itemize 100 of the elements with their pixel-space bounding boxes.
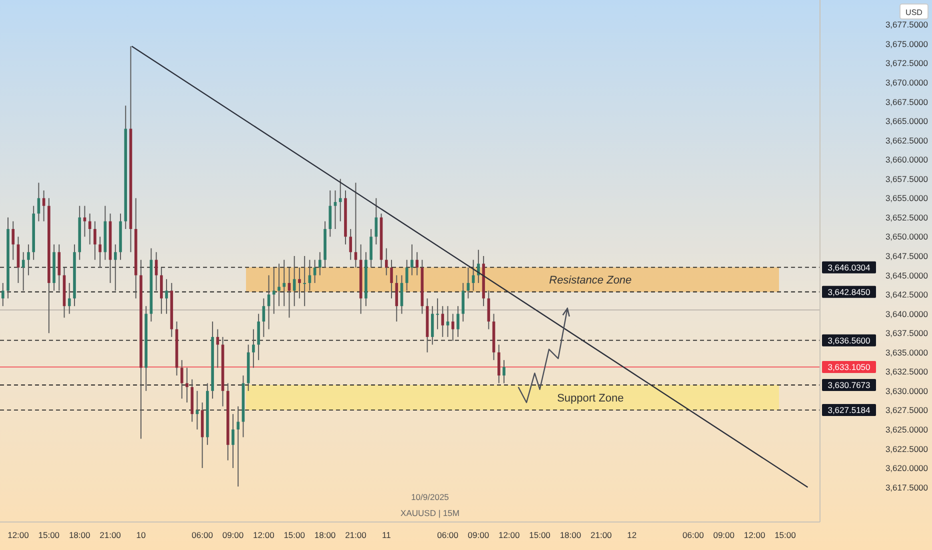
y-axis-title: USD (906, 8, 923, 17)
ref-line-label: 3,636.5600 (828, 335, 871, 346)
candlestick (252, 328, 255, 368)
candlestick (502, 360, 506, 384)
candlestick (12, 220, 15, 260)
candlestick (98, 236, 102, 268)
candlestick (1, 282, 4, 307)
candlestick (410, 244, 414, 276)
x-tick-label: 18:00 (560, 530, 582, 540)
candlestick (37, 182, 40, 222)
candlestick (313, 259, 316, 284)
candlestick (405, 259, 408, 292)
candlestick (384, 248, 388, 276)
x-tick-label: 10 (136, 530, 146, 540)
candlestick (114, 244, 117, 292)
y-tick-label: 3,640.0000 (885, 308, 928, 319)
y-tick-label: 3,635.0000 (885, 347, 928, 358)
x-tick-label: 06:00 (437, 530, 459, 540)
x-tick-label: 15:00 (774, 530, 796, 540)
candlestick (477, 249, 480, 284)
candlestick (338, 178, 342, 222)
y-tick-label: 3,660.0000 (885, 154, 928, 165)
candlestick (328, 190, 332, 238)
y-tick-label: 3,637.5000 (885, 328, 928, 338)
candlestick (236, 406, 240, 488)
ref-line-label: 3,642.8450 (828, 286, 871, 297)
candlestick (431, 306, 434, 346)
y-tick-label: 3,672.5000 (885, 58, 928, 68)
candlestick (42, 190, 46, 222)
candlestick (196, 390, 199, 430)
candlestick (349, 228, 352, 260)
candlestick (370, 228, 372, 268)
candlestick (68, 282, 71, 314)
candlestick (27, 244, 30, 276)
y-tick-label: 3,655.0000 (885, 193, 928, 204)
x-tick-label: 06:00 (682, 530, 704, 540)
candlestick (451, 313, 454, 342)
candlestick (436, 298, 439, 330)
candlestick (446, 306, 450, 338)
x-tick-label: 15:00 (38, 530, 60, 540)
y-tick-label: 3,627.5000 (885, 405, 928, 416)
x-tick-label: 15:00 (529, 530, 551, 540)
candlestick (462, 282, 464, 322)
candlestick (278, 263, 280, 307)
y-tick-label: 3,625.0000 (885, 424, 928, 434)
x-tick-label: 12:00 (8, 530, 30, 540)
candlestick (94, 220, 96, 260)
y-tick-label: 3,642.5000 (885, 290, 928, 300)
annotation: 10/9/2025 (411, 492, 450, 502)
y-tick-label: 3,620.0000 (885, 463, 928, 474)
x-tick-label: 18:00 (314, 530, 336, 540)
annotation: XAUUSD | 15M (400, 508, 460, 518)
y-tick-label: 3,650.0000 (885, 232, 928, 242)
candlestick (154, 252, 158, 292)
x-tick-label: 21:00 (345, 530, 367, 540)
candlestick (83, 205, 86, 238)
candlestick (318, 252, 322, 276)
y-tick-label: 3,652.5000 (885, 212, 928, 222)
x-tick-label: 21:00 (590, 530, 612, 540)
candlestick (334, 190, 337, 230)
candlestick (180, 360, 184, 400)
x-tick-label: 11 (382, 530, 392, 540)
candlestick (272, 267, 276, 314)
candlestick (303, 255, 306, 307)
band-label: Support Zone (557, 392, 624, 405)
x-tick-label: 06:00 (192, 530, 214, 540)
x-tick-label: 09:00 (713, 530, 735, 540)
candlestick (497, 344, 500, 384)
y-tick-label: 3,662.5000 (885, 135, 928, 146)
x-tick-label: 15:00 (284, 530, 306, 540)
y-tick-label: 3,667.5000 (885, 96, 928, 107)
x-tick-label: 12:00 (744, 530, 766, 540)
candlestick (456, 306, 460, 338)
candlestick (58, 244, 61, 292)
y-tick-label: 3,645.0000 (885, 270, 928, 280)
candlestick (216, 328, 220, 368)
x-tick-label: 12 (627, 530, 637, 540)
ref-line-label: 3,630.7673 (828, 380, 871, 390)
candlestick (165, 278, 168, 314)
candlestick (232, 414, 234, 469)
candlestick (22, 252, 25, 292)
y-tick-label: 3,675.0000 (885, 38, 928, 49)
y-tick-label: 3,665.0000 (885, 116, 928, 126)
candlestick (282, 259, 286, 307)
y-tick-label: 3,622.5000 (885, 444, 928, 454)
candlestick (257, 313, 260, 361)
y-tick-label: 3,657.5000 (885, 174, 928, 184)
candlestick (441, 306, 444, 338)
x-tick-label: 12:00 (253, 530, 275, 540)
candlestick (390, 259, 393, 299)
x-tick-label: 12:00 (498, 530, 520, 540)
candlestick (160, 267, 163, 314)
candlestick (298, 267, 301, 299)
band-label: Resistance Zone (549, 274, 632, 287)
y-tick-label: 3,647.5000 (885, 250, 928, 261)
x-tick-label: 09:00 (468, 530, 490, 540)
candlestick (292, 255, 296, 307)
y-tick-label: 3,677.5000 (885, 20, 928, 30)
candlestick (416, 252, 418, 276)
candlestick (354, 182, 358, 268)
